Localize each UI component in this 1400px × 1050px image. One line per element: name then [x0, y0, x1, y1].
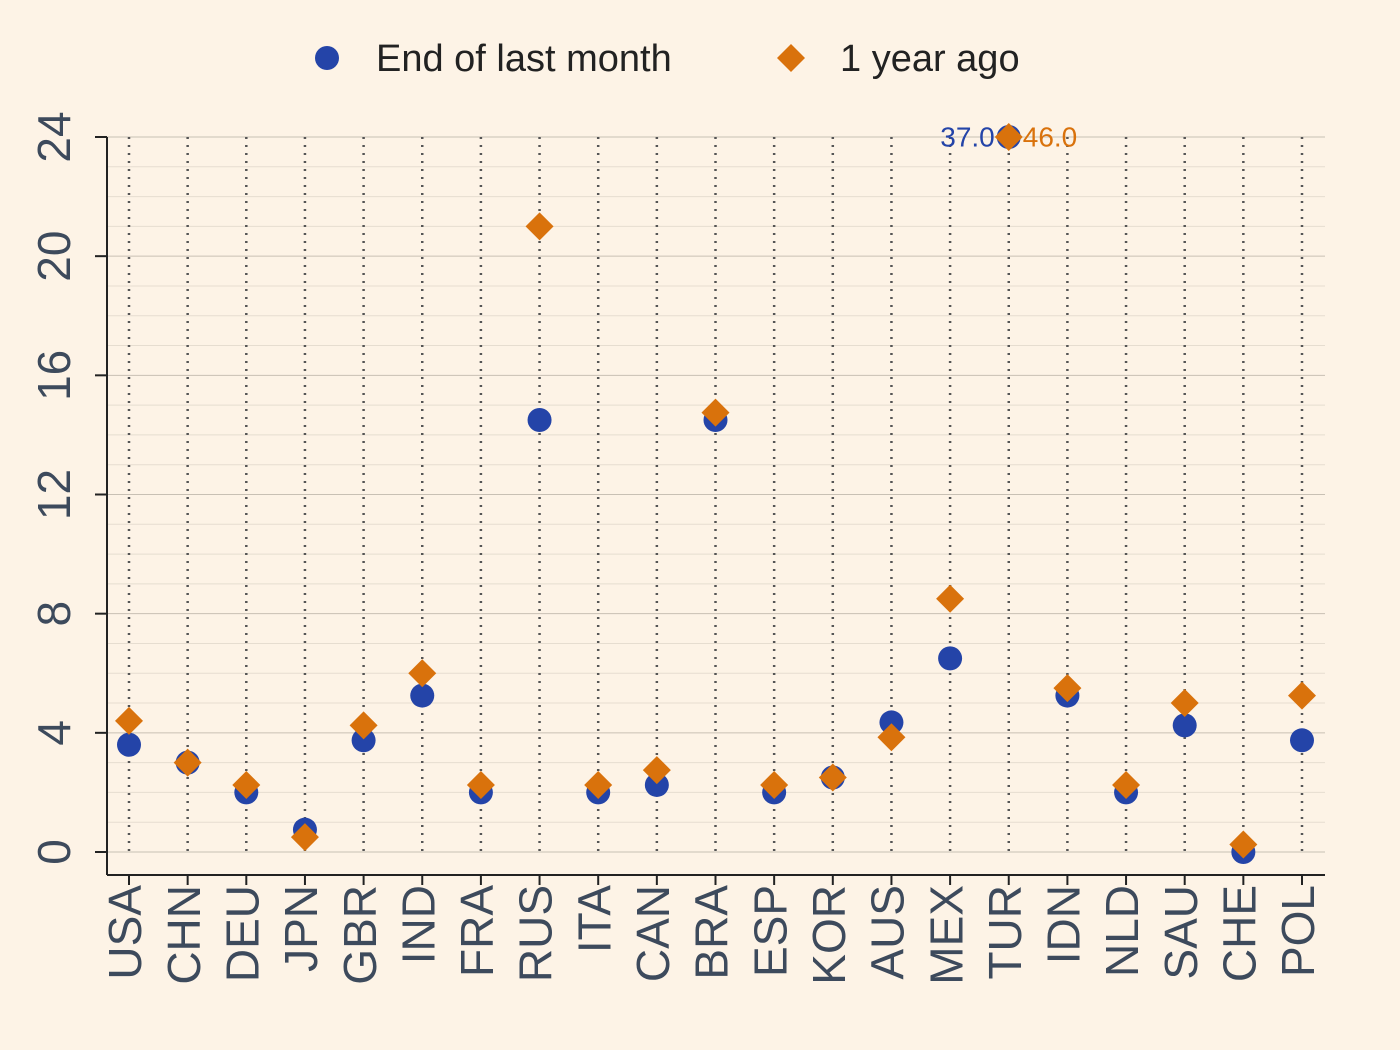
- data-point: [879, 710, 904, 735]
- x-tick-label: DEU: [216, 885, 268, 982]
- x-tick-label: USA: [99, 885, 151, 980]
- x-tick-label: IND: [392, 885, 444, 964]
- data-point: [1229, 830, 1258, 859]
- x-tick-label: IDN: [1038, 885, 1090, 964]
- legend-marker: [315, 46, 339, 70]
- x-tick-label: NLD: [1096, 885, 1148, 977]
- data-point: [642, 756, 671, 785]
- legend-label: 1 year ago: [840, 38, 1020, 80]
- data-point: [115, 706, 143, 735]
- y-tick-label: 24: [28, 111, 80, 162]
- x-tick-label: ESP: [744, 885, 796, 977]
- data-point: [701, 398, 730, 427]
- data-point: [994, 123, 1023, 151]
- data-point: [1290, 728, 1314, 753]
- x-tick-label: GBR: [334, 885, 386, 985]
- data-point: [1112, 770, 1141, 799]
- data-point: [1172, 713, 1197, 738]
- x-tick-label: BRA: [686, 885, 738, 980]
- x-tick-label: ITA: [568, 885, 620, 953]
- x-tick-label: JPN: [275, 885, 327, 972]
- data-point: [818, 763, 847, 792]
- value-label: 46.0: [1023, 121, 1078, 152]
- x-tick-label: KOR: [803, 885, 855, 985]
- data-point: [644, 772, 669, 797]
- y-tick-label: 8: [28, 601, 80, 627]
- value-label: 37.0: [940, 121, 995, 152]
- data-point: [1170, 689, 1199, 718]
- data-point: [232, 770, 261, 799]
- data-point: [760, 770, 789, 799]
- data-point: [466, 770, 495, 799]
- x-tick-label: CHN: [158, 885, 210, 985]
- data-point: [938, 646, 963, 671]
- x-tick-label: CHE: [1214, 885, 1266, 982]
- data-point: [290, 823, 319, 852]
- x-tick-label: MEX: [920, 885, 972, 985]
- data-point: [1053, 674, 1082, 703]
- data-point: [584, 770, 613, 799]
- data-point: [936, 584, 965, 613]
- x-tick-label: SAU: [1155, 885, 1207, 980]
- y-tick-label: 4: [28, 720, 80, 746]
- data-point: [117, 732, 141, 757]
- y-tick-label: 16: [28, 350, 80, 401]
- y-tick-label: 20: [28, 231, 80, 282]
- legend-label: End of last month: [376, 38, 672, 80]
- data-point: [1288, 681, 1316, 710]
- data-point: [877, 723, 906, 752]
- data-point: [173, 748, 202, 777]
- data-point: [351, 728, 376, 753]
- data-point: [527, 408, 552, 433]
- x-tick-label: AUS: [862, 885, 914, 980]
- x-tick-label: CAN: [627, 885, 679, 982]
- x-tick-label: TUR: [979, 885, 1031, 980]
- data-point: [525, 212, 554, 241]
- x-tick-label: RUS: [510, 885, 562, 982]
- legend-marker: [777, 44, 805, 72]
- x-tick-label: POL: [1272, 885, 1324, 977]
- y-tick-label: 0: [28, 839, 80, 865]
- x-tick-label: FRA: [451, 885, 503, 977]
- data-point: [349, 711, 378, 740]
- data-point: [408, 659, 437, 688]
- y-tick-label: 12: [28, 469, 80, 520]
- data-point: [410, 683, 435, 708]
